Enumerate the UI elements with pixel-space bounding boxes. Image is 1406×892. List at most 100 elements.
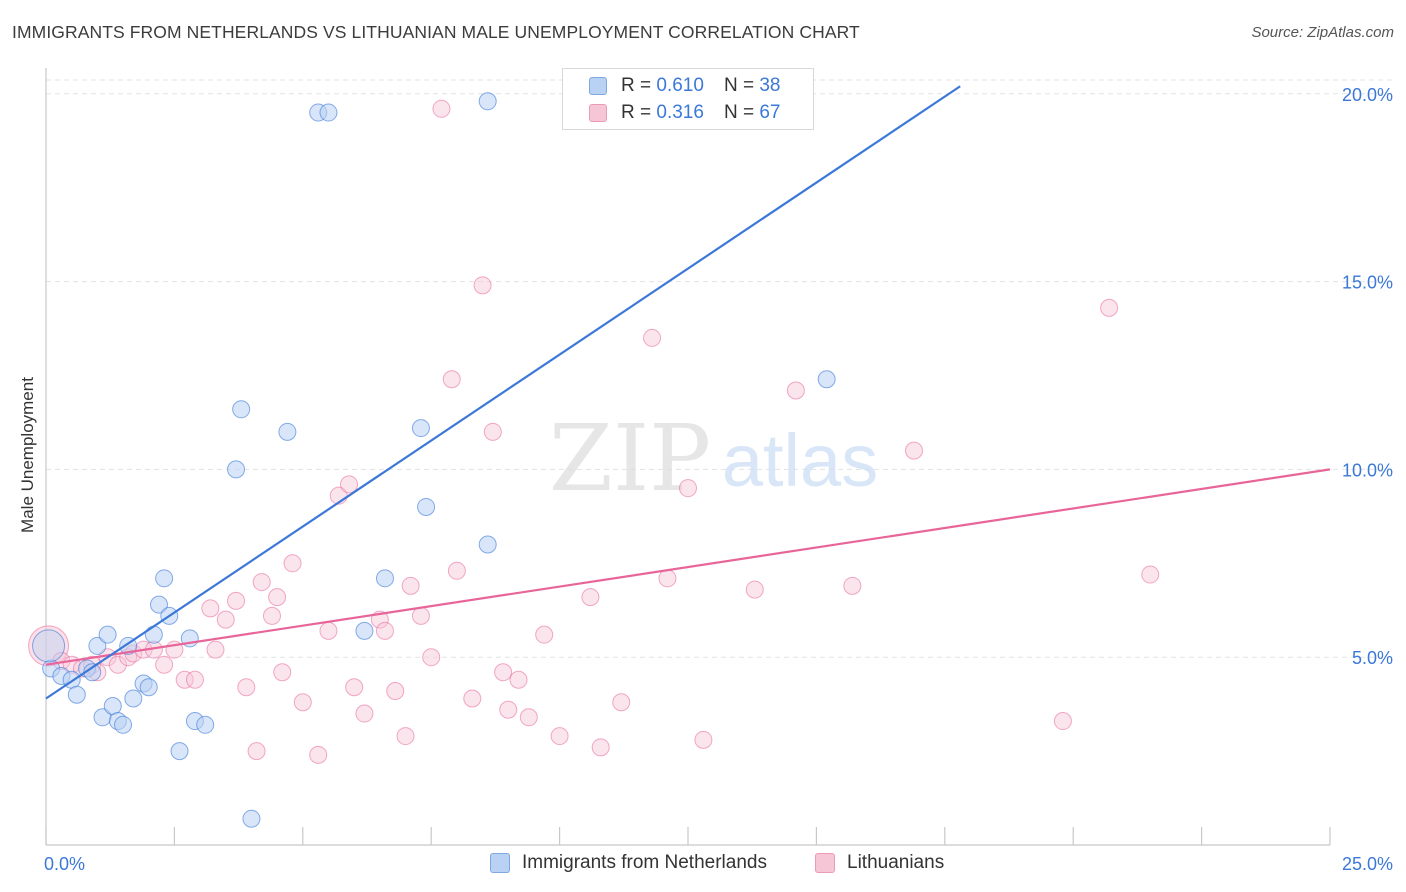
lithuanians-point (401, 576, 420, 595)
lithuanians-point (745, 580, 764, 599)
netherlands-point (478, 535, 497, 554)
x-tick-label-max: 25.0% (1342, 854, 1393, 874)
legend-n-value: 38 (759, 75, 781, 96)
y-tick-label: 10.0% (1342, 460, 1393, 480)
lithuanians-points (28, 99, 1160, 764)
lithuanians-point (499, 700, 518, 719)
watermark-zip: ZIP (549, 405, 711, 512)
legend-r-value: 0.316 (656, 102, 704, 123)
lithuanians-point (262, 606, 281, 625)
lithuanians-point (201, 599, 220, 618)
series-label-netherlands: Immigrants from Netherlands (522, 852, 767, 873)
lithuanians-point (247, 742, 266, 761)
lithuanians-point (694, 730, 713, 749)
y-tick-label: 15.0% (1342, 273, 1393, 293)
lithuanians-point (319, 621, 338, 640)
lithuanians-point (904, 441, 923, 460)
correlation-legend: R = 0.610 N = 38 R = 0.316 N = 67 (562, 68, 814, 130)
netherlands-point (478, 92, 497, 111)
legend-n-value: 67 (759, 102, 781, 123)
netherlands-point (375, 569, 394, 588)
lithuanians-point (283, 554, 302, 573)
netherlands-point (817, 370, 836, 389)
series-legend-netherlands[interactable]: Immigrants from Netherlands (490, 852, 767, 874)
lithuanians-point (227, 591, 246, 610)
lithuanians-point (519, 708, 538, 727)
lithuanians-point (494, 663, 513, 682)
netherlands-point (155, 569, 174, 588)
netherlands-point (139, 678, 158, 697)
lithuanians-point (509, 670, 528, 689)
lithuanians-point (309, 745, 328, 764)
netherlands-point (319, 103, 338, 122)
lithuanians-point (206, 640, 225, 659)
netherlands-point (124, 689, 143, 708)
series-legend: Immigrants from Netherlands Lithuanians (0, 852, 1406, 876)
lithuanians-point (550, 727, 569, 746)
netherlands-point (103, 697, 122, 716)
lithuanians-point (293, 693, 312, 712)
legend-swatch-pink (589, 104, 607, 122)
netherlands-point (32, 629, 66, 663)
lithuanians-point (355, 704, 374, 723)
legend-n-label: N = (723, 102, 755, 123)
lithuanians-point (581, 588, 600, 607)
series-label-lithuanians: Lithuanians (847, 852, 945, 873)
tick-labels: 5.0% 10.0% 15.0% 20.0% 0.0% 25.0% (44, 85, 1393, 874)
netherlands-trend-line (45, 85, 961, 700)
lithuanians-point (108, 655, 127, 674)
lithuanians-point (463, 689, 482, 708)
lithuanians-point (483, 422, 502, 441)
legend-r-value: 0.610 (656, 75, 704, 96)
legend-row-lithuanians: R = 0.316 N = 67 (589, 102, 780, 124)
lithuanians-point (1100, 298, 1119, 317)
lithuanians-point (175, 670, 194, 689)
netherlands-point (232, 400, 251, 419)
chart-title: IMMIGRANTS FROM NETHERLANDS VS LITHUANIA… (12, 22, 860, 42)
y-tick-label: 5.0% (1352, 648, 1393, 668)
series-swatch-blue (490, 853, 510, 873)
netherlands-points (32, 92, 836, 828)
source-credit: Source: ZipAtlas.com (1251, 24, 1394, 41)
netherlands-point (355, 621, 374, 640)
netherlands-point (98, 625, 117, 644)
lithuanians-point (612, 693, 631, 712)
lithuanians-point (1053, 712, 1072, 731)
legend-swatch-blue (589, 77, 607, 95)
lithuanians-point (237, 678, 256, 697)
legend-r-label: R = (621, 102, 652, 123)
lithuanians-point (386, 682, 405, 700)
lithuanians-point (473, 276, 492, 295)
trend-lines (45, 85, 1331, 700)
lithuanians-point (1141, 565, 1160, 584)
netherlands-point (196, 715, 215, 734)
lithuanians-point (843, 576, 862, 595)
series-swatch-pink (815, 853, 835, 873)
netherlands-point (278, 422, 297, 441)
lithuanians-point (643, 328, 662, 347)
lithuanians-point (447, 561, 466, 580)
lithuanians-point (252, 573, 271, 592)
lithuanians-point (273, 663, 292, 682)
lithuanians-point (396, 727, 415, 746)
lithuanians-point (216, 610, 235, 629)
lithuanians-point (411, 606, 430, 625)
lithuanians-point (375, 621, 394, 640)
x-tick-label-min: 0.0% (44, 854, 85, 874)
netherlands-point (67, 685, 86, 704)
series-legend-lithuanians[interactable]: Lithuanians (815, 852, 944, 874)
lithuanians-point (535, 625, 554, 644)
watermark: ZIP atlas (549, 405, 878, 512)
lithuanians-point (422, 648, 441, 667)
netherlands-point (88, 636, 107, 655)
lithuanians-point (432, 99, 451, 118)
lithuanians-trend-line (45, 468, 1331, 666)
y-tick-label: 20.0% (1342, 85, 1393, 105)
netherlands-point (227, 460, 246, 479)
netherlands-point (149, 595, 168, 614)
lithuanians-point (679, 479, 697, 498)
lithuanians-point (268, 588, 287, 607)
netherlands-point (417, 497, 436, 516)
netherlands-point (114, 715, 133, 734)
